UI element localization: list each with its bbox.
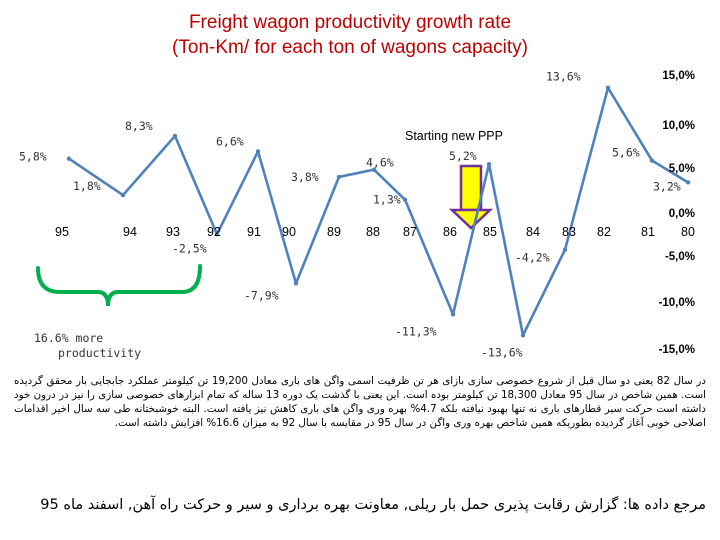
arrow-shaft bbox=[459, 164, 483, 212]
x-tick-label-84: 84 bbox=[526, 225, 540, 239]
productivity-brace bbox=[36, 264, 202, 307]
annotation-productivity-line-1: 16.6% more bbox=[34, 331, 103, 345]
annotation-starting-new-ppp: Starting new PPP bbox=[405, 129, 503, 143]
y-tick-label-4: -5,0% bbox=[665, 251, 695, 263]
data-label-88: 4,6% bbox=[366, 156, 394, 170]
data-label-93: 8,3% bbox=[125, 119, 153, 133]
x-tick-label-80: 80 bbox=[681, 225, 695, 239]
data-point-82 bbox=[605, 85, 611, 90]
data-label-85: 5,2% bbox=[449, 149, 477, 163]
brace-path bbox=[36, 264, 202, 307]
data-point-83 bbox=[562, 247, 568, 252]
data-point-85 bbox=[486, 161, 492, 167]
annotation-productivity-line-2: productivity bbox=[58, 346, 141, 360]
data-label-86: -11,3% bbox=[395, 324, 437, 338]
x-tick-label-88: 88 bbox=[366, 225, 380, 239]
data-label-81: 5,6% bbox=[612, 146, 640, 160]
data-label-94: 1,8% bbox=[73, 179, 101, 193]
description-paragraph: در سال 82 یعنی دو سال قبل از شروع خصوصی … bbox=[14, 375, 706, 429]
y-tick-label-3: 0,0% bbox=[669, 208, 695, 220]
data-point-88 bbox=[371, 167, 377, 172]
data-label-80: 3,2% bbox=[653, 179, 681, 193]
data-point-94 bbox=[120, 192, 126, 198]
data-label-95: 5,8% bbox=[19, 150, 47, 164]
data-point-80 bbox=[685, 180, 691, 185]
series-line bbox=[68, 86, 689, 337]
data-label-82: 13,6% bbox=[546, 70, 581, 84]
x-tick-label-81: 81 bbox=[641, 225, 655, 239]
data-label-84: -13,6% bbox=[481, 345, 523, 359]
source-note: مرجع داده ها: گزارش رقابت پذیری حمل بار … bbox=[40, 497, 706, 513]
x-tick-label-86: 86 bbox=[443, 225, 457, 239]
data-label-91: 6,6% bbox=[216, 134, 244, 148]
x-tick-label-94: 94 bbox=[123, 225, 137, 239]
data-point-89 bbox=[336, 174, 342, 180]
data-label-89: 3,8% bbox=[291, 170, 319, 184]
y-tick-label-1: 10,0% bbox=[662, 120, 695, 132]
data-point-93 bbox=[172, 133, 178, 139]
chart-title-line-1: Freight wagon productivity growth rate bbox=[188, 12, 512, 33]
y-tick-label-2: 5,0% bbox=[669, 163, 695, 175]
x-tick-label-93: 93 bbox=[166, 225, 180, 239]
y-tick-label-6: -15,0% bbox=[659, 344, 695, 356]
x-tick-label-83: 83 bbox=[562, 225, 576, 239]
y-tick-label-0: 15,0% bbox=[662, 70, 695, 82]
data-label-87: 1,3% bbox=[373, 193, 401, 207]
x-tick-label-82: 82 bbox=[597, 225, 611, 239]
x-tick-label-89: 89 bbox=[327, 225, 341, 239]
x-tick-label-95: 95 bbox=[55, 225, 69, 239]
data-point-91 bbox=[255, 149, 261, 154]
y-tick-label-5: -10,0% bbox=[659, 297, 695, 309]
chart-title: Freight wagon productivity growth rate (… bbox=[0, 10, 700, 60]
ppp-start-arrow bbox=[448, 164, 494, 230]
x-tick-label-85: 85 bbox=[483, 225, 497, 239]
x-tick-label-91: 91 bbox=[247, 225, 261, 239]
chart-title-line-2: (Ton-Km/ for each ton of wagons capacity… bbox=[172, 37, 528, 58]
data-point-87 bbox=[402, 197, 408, 202]
data-label-92: -2,5% bbox=[172, 241, 207, 255]
line-chart: 5,8% 1,8% 8,3% -2,5% 6,6% -7,9% 3,8% 4,6% 1,3% -1… bbox=[19, 70, 695, 360]
data-label-90: -7,9% bbox=[244, 288, 279, 302]
data-point-95 bbox=[66, 156, 72, 161]
x-tick-label-87: 87 bbox=[403, 225, 417, 239]
data-point-86 bbox=[450, 312, 456, 317]
data-point-84 bbox=[520, 333, 526, 338]
data-label-83: -4,2% bbox=[515, 251, 550, 265]
data-point-90 bbox=[293, 281, 299, 286]
arrow-head bbox=[448, 208, 494, 230]
data-point-81 bbox=[649, 158, 655, 163]
data-point-92 bbox=[214, 232, 220, 237]
x-tick-label-90: 90 bbox=[282, 225, 296, 239]
x-tick-label-92: 92 bbox=[207, 225, 221, 239]
